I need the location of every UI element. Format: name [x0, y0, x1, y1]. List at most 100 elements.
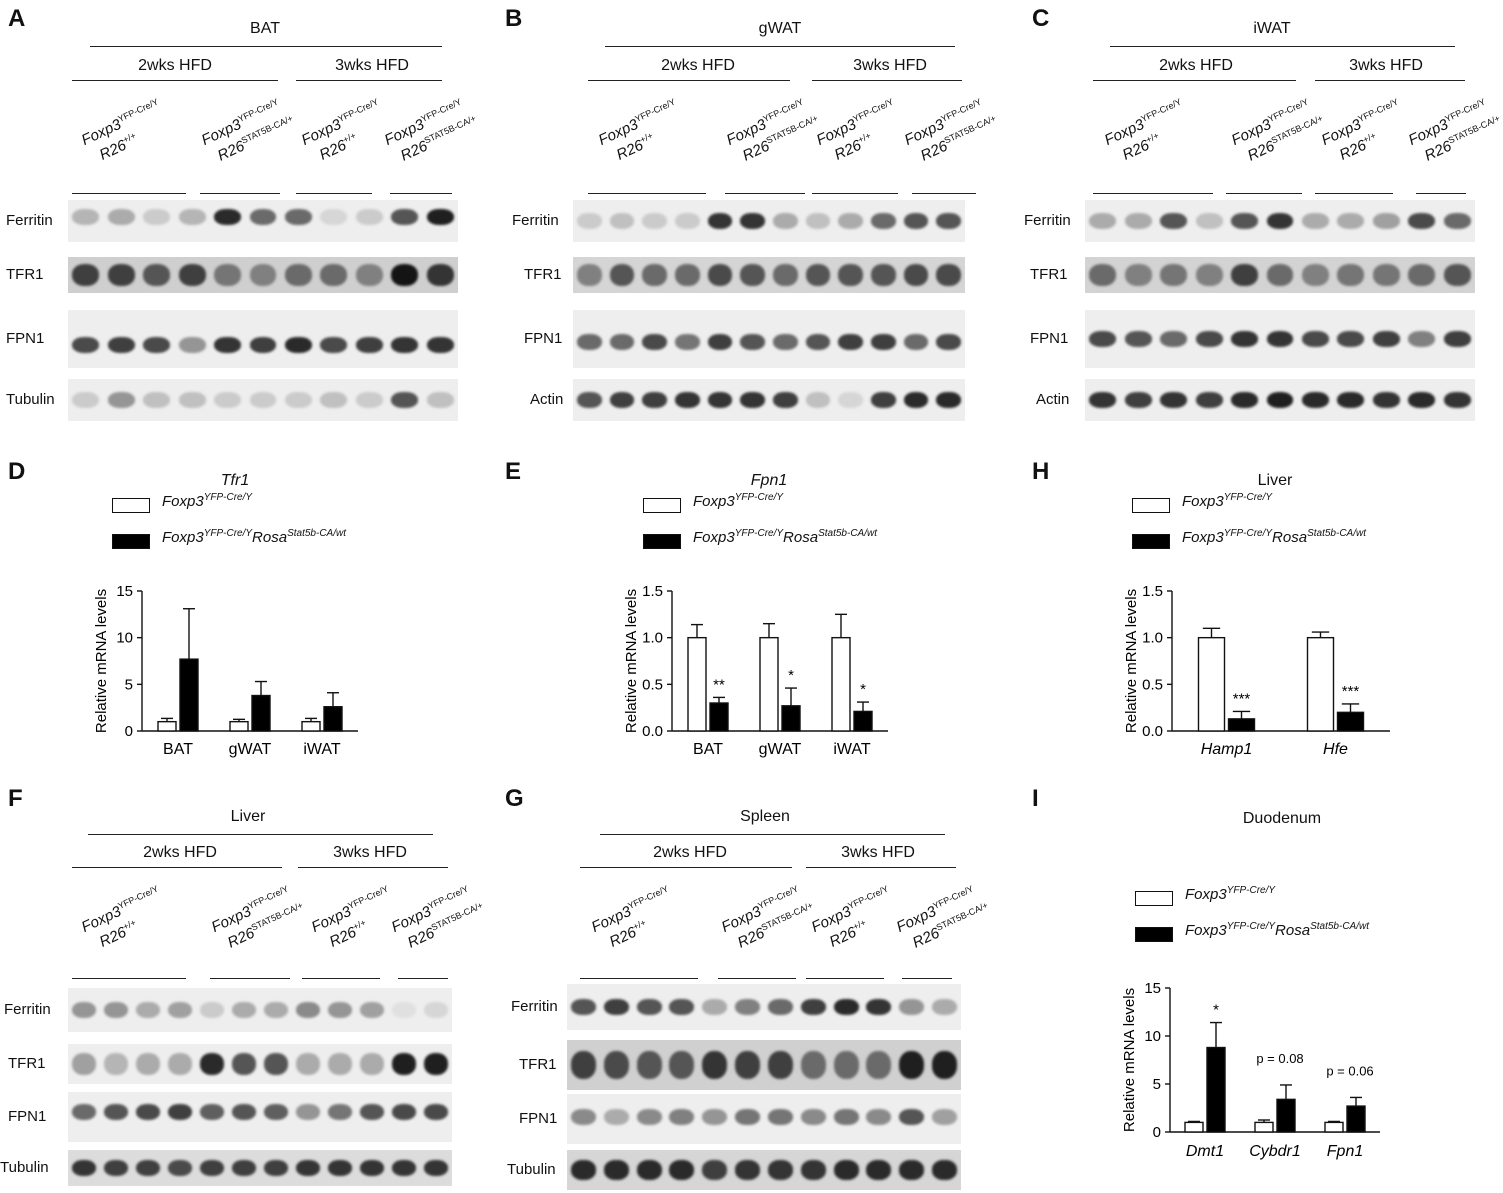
y-tick-label-i: 5 [1153, 1076, 1161, 1093]
blot-band [1266, 392, 1294, 408]
blot-band [284, 392, 312, 408]
blot-band [1372, 213, 1400, 229]
blot-spleen-ferritin [567, 984, 961, 1030]
bracket-3wks-iwat [1315, 80, 1465, 81]
genotype-underline-spleen-3 [806, 978, 884, 979]
blot-band [1408, 213, 1436, 229]
y-tick-label-e: 0.0 [642, 723, 663, 740]
blot-band [1372, 264, 1400, 286]
tissue-title-liver-blot: Liver [230, 808, 266, 825]
blot-band [178, 336, 206, 353]
blot-band [284, 264, 312, 286]
blot-band [735, 1108, 761, 1125]
blot-band [178, 208, 206, 225]
blot-band [707, 392, 733, 408]
blot-band [71, 1002, 97, 1018]
blot-band [735, 999, 761, 1015]
y-tick-label-h: 1.5 [1142, 583, 1163, 600]
blot-band [72, 392, 100, 408]
panel-letter-c: C [1032, 5, 1050, 32]
bar-mutant-e [709, 702, 729, 732]
blot-band [1301, 264, 1329, 286]
blot-band [932, 1051, 958, 1079]
blot-band [740, 264, 766, 286]
blot-band [674, 392, 700, 408]
blot-band [767, 1160, 793, 1180]
y-tick-label-e: 0.5 [642, 676, 663, 693]
blot-band [576, 213, 602, 229]
genotype-underline-iwat-3 [1315, 193, 1393, 194]
blot-label-liver-ferritin: Ferritin [4, 1001, 51, 1018]
timepoint-3wks-bat: 3wks HFD [335, 57, 409, 74]
blot-band [327, 1053, 353, 1075]
genotype-label-gwat-2: Foxp3YFP-Cre/Y R26STAT5B-CA/+ [723, 96, 820, 165]
chart-title-h: Liver [1257, 472, 1293, 489]
legend-swatch-ctrl-h [1132, 498, 1170, 513]
blot-band [355, 336, 383, 353]
genotype-label-gwat-4: Foxp3YFP-Cre/Y R26STAT5B-CA/+ [901, 96, 998, 165]
bar-control-d [301, 720, 321, 732]
legend-swatch-ctrl-d [112, 498, 150, 513]
genotype-label-liver-1: Foxp3YFP-Cre/Y R26+/+ [78, 883, 160, 951]
blot-liver-ferritin [68, 988, 452, 1032]
blot-band [805, 392, 831, 408]
blot-band [284, 208, 312, 225]
blot-band [249, 264, 277, 286]
blot-bat-fpn1 [68, 310, 458, 368]
genotype-label-spleen-4: Foxp3YFP-Cre/Y R26STAT5B-CA/+ [893, 883, 990, 952]
blot-band [426, 392, 454, 408]
blot-band [932, 1160, 958, 1180]
blot-band [359, 1160, 385, 1176]
blot-band [833, 1051, 859, 1079]
bar-mutant-e [781, 705, 801, 732]
blot-band [866, 1051, 892, 1079]
blot-band [903, 392, 929, 408]
blot-band [143, 208, 171, 225]
blot-band [1124, 213, 1152, 229]
blot-band [870, 264, 896, 286]
blot-band [103, 1053, 129, 1075]
blot-label-liver-tubulin: Tubulin [0, 1159, 49, 1176]
blot-band [805, 213, 831, 229]
blot-band [295, 1160, 321, 1176]
x-tick-label-e: gWAT [759, 741, 802, 758]
blot-band [838, 264, 864, 286]
blot-band [1089, 331, 1117, 347]
legend-swatch-ctrl-i [1135, 891, 1173, 906]
blot-label-iwat-actin: Actin [1036, 391, 1070, 408]
blot-band [576, 333, 602, 350]
blot-label-iwat-fpn1: FPN1 [1030, 330, 1069, 347]
blot-band [838, 213, 864, 229]
bracket-3wks-liver [298, 867, 448, 868]
blot-band [135, 1104, 161, 1120]
blot-band [249, 336, 277, 353]
y-tick-label-d: 5 [125, 676, 133, 693]
blot-band [423, 1104, 449, 1120]
bar-mutant-i [1346, 1105, 1366, 1133]
genotype-underline-liver-2 [210, 978, 290, 979]
blot-band [355, 208, 383, 225]
bar-control-h [1197, 636, 1226, 732]
genotype-underline-gwat-1 [588, 193, 706, 194]
bar-control-d [157, 720, 177, 732]
bar-control-i [1184, 1121, 1204, 1133]
panel-letter-f: F [8, 785, 23, 812]
significance-annotation-i: * [1213, 1002, 1219, 1019]
blot-band [642, 333, 668, 350]
bracket-3wks-gwat [812, 80, 962, 81]
genotype-underline-liver-4 [398, 978, 448, 979]
blot-band [135, 1053, 161, 1075]
blot-band [899, 1108, 925, 1125]
blot-band [642, 392, 668, 408]
blot-band [1301, 392, 1329, 408]
blot-band [570, 1051, 596, 1079]
blot-band [1160, 392, 1188, 408]
genotype-label-bat-2: Foxp3YFP-Cre/Y R26STAT5B-CA/+ [198, 96, 295, 165]
blot-band [702, 1051, 728, 1079]
genotype-label-bat-1: Foxp3YFP-Cre/Y R26+/+ [78, 96, 160, 164]
blot-band [167, 1002, 193, 1018]
blot-label-iwat-ferritin: Ferritin [1024, 212, 1071, 229]
timepoint-3wks-iwat: 3wks HFD [1349, 57, 1423, 74]
blot-band [669, 1108, 695, 1125]
x-tick-label-d: gWAT [229, 741, 272, 758]
